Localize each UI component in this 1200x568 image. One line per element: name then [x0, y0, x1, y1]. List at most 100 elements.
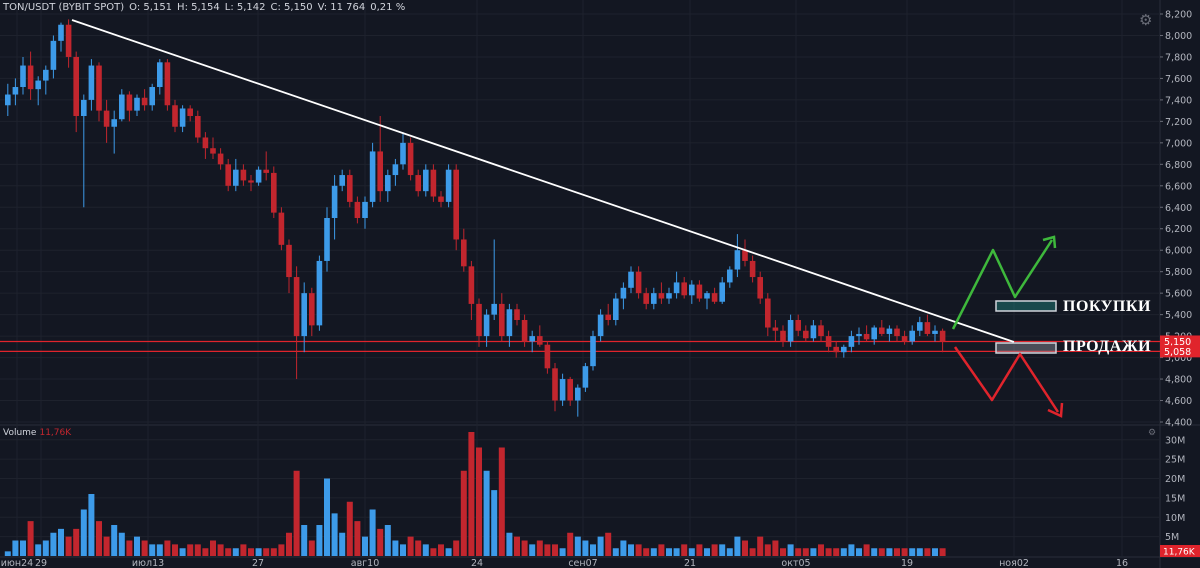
volume-bar — [278, 544, 285, 556]
candle-body — [385, 175, 391, 192]
candle-body — [271, 172, 277, 213]
price-tick-label: 8,200 — [1165, 10, 1192, 21]
volume-bar — [757, 536, 764, 556]
candle-body — [559, 379, 566, 401]
volume-bar — [734, 536, 741, 556]
volume-value: 11,76K — [39, 428, 72, 438]
candle-body — [628, 271, 634, 288]
candle-body — [210, 148, 216, 154]
volume-tick-label: 20M — [1165, 474, 1185, 485]
volume-bar — [597, 536, 604, 556]
price-label-text: 5,058 — [1164, 347, 1191, 358]
volume-bar — [27, 521, 34, 556]
candle-body — [613, 298, 619, 320]
candle-body — [96, 65, 102, 111]
volume-tick-label: 5M — [1165, 532, 1179, 543]
volume-tick-label: 10M — [1165, 513, 1185, 524]
price-tick-label: 5,600 — [1165, 289, 1192, 300]
volume-bar — [179, 548, 186, 556]
volume-bar — [126, 540, 133, 556]
volume-bar — [248, 548, 254, 556]
candle-body — [453, 169, 459, 240]
candle-body — [400, 142, 406, 165]
ohlc-low: L: 5,142 — [224, 2, 266, 13]
volume-bar — [453, 540, 460, 556]
volume-header: Volume 11,76K — [3, 428, 71, 438]
candle-body — [879, 327, 885, 334]
price-label-box — [1160, 345, 1200, 358]
volume-bar — [909, 548, 916, 556]
price-tick-label: 6,600 — [1165, 181, 1192, 192]
volume-settings-icon[interactable]: ⚙ — [1148, 427, 1157, 437]
volume-bar — [848, 544, 855, 556]
volume-bar — [50, 532, 57, 556]
settings-icon[interactable]: ⚙ — [1139, 12, 1153, 29]
volume-bar — [118, 532, 125, 556]
volume-bar — [711, 544, 718, 556]
volume-bar — [331, 513, 338, 556]
candle-body — [278, 212, 285, 245]
candle-body — [787, 320, 794, 342]
candle-body — [12, 87, 19, 95]
candle-body — [689, 284, 695, 296]
volume-bar — [886, 548, 893, 556]
candle-body — [88, 65, 95, 100]
candle-body — [772, 327, 779, 331]
candle-body — [499, 303, 505, 337]
volume-bar — [749, 548, 756, 556]
volume-bar — [20, 540, 26, 556]
candle-body — [415, 175, 421, 192]
candle-body — [734, 250, 741, 270]
volume-bar — [384, 525, 391, 556]
candle-body — [856, 333, 862, 337]
volume-tick-label: 15M — [1165, 493, 1185, 504]
sell-arrowhead — [1047, 402, 1064, 418]
candle-body — [324, 218, 330, 261]
volume-bar — [202, 548, 209, 556]
candle-body — [179, 108, 186, 127]
candle-body — [635, 271, 642, 294]
volume-bar — [521, 540, 528, 556]
volume-bar — [346, 501, 353, 556]
volume-bar — [96, 521, 102, 556]
ohlc-volume: V: 11 764 — [317, 2, 366, 13]
candles — [5, 19, 946, 417]
candle-body — [681, 282, 687, 296]
symbol-name[interactable]: TON/USDT (BYBIT SPOT) — [3, 2, 125, 13]
candle-body — [362, 201, 368, 218]
volume-bar — [149, 544, 156, 556]
volume-bar — [825, 548, 832, 556]
candle-body — [347, 175, 353, 202]
ohlc-open: O: 5,151 — [129, 2, 173, 13]
volume-bar — [924, 548, 931, 556]
price-tick-label: 8,000 — [1165, 31, 1192, 42]
volume-bar — [787, 544, 794, 556]
volume-bar — [369, 509, 376, 556]
volume-bar — [339, 532, 346, 556]
candle-body — [597, 314, 604, 337]
time-tick-label: 19 — [901, 558, 913, 568]
volume-tick-label: 25M — [1165, 455, 1185, 466]
candle-body — [643, 293, 649, 304]
volume-bar — [111, 525, 118, 556]
volume-bar — [42, 540, 49, 556]
candle-body — [339, 175, 345, 186]
candle-body — [5, 94, 11, 106]
volume-label[interactable]: Volume — [3, 428, 37, 438]
candle-body — [141, 97, 148, 106]
volume-bar — [308, 540, 315, 556]
volume-bar — [445, 548, 452, 556]
price-tick-label: 6,000 — [1165, 246, 1192, 257]
volume-bar — [483, 470, 490, 556]
candle-body — [103, 110, 110, 127]
candle-body — [651, 293, 657, 304]
candle-body — [407, 142, 414, 176]
candle-body — [225, 164, 231, 186]
price-tick-label: 4,400 — [1165, 418, 1192, 429]
volume-label-box — [1160, 545, 1200, 557]
candle-body — [749, 260, 756, 278]
volume-bar — [932, 548, 938, 556]
time-tick-label: 29 — [35, 558, 47, 568]
candle-body — [932, 330, 938, 334]
